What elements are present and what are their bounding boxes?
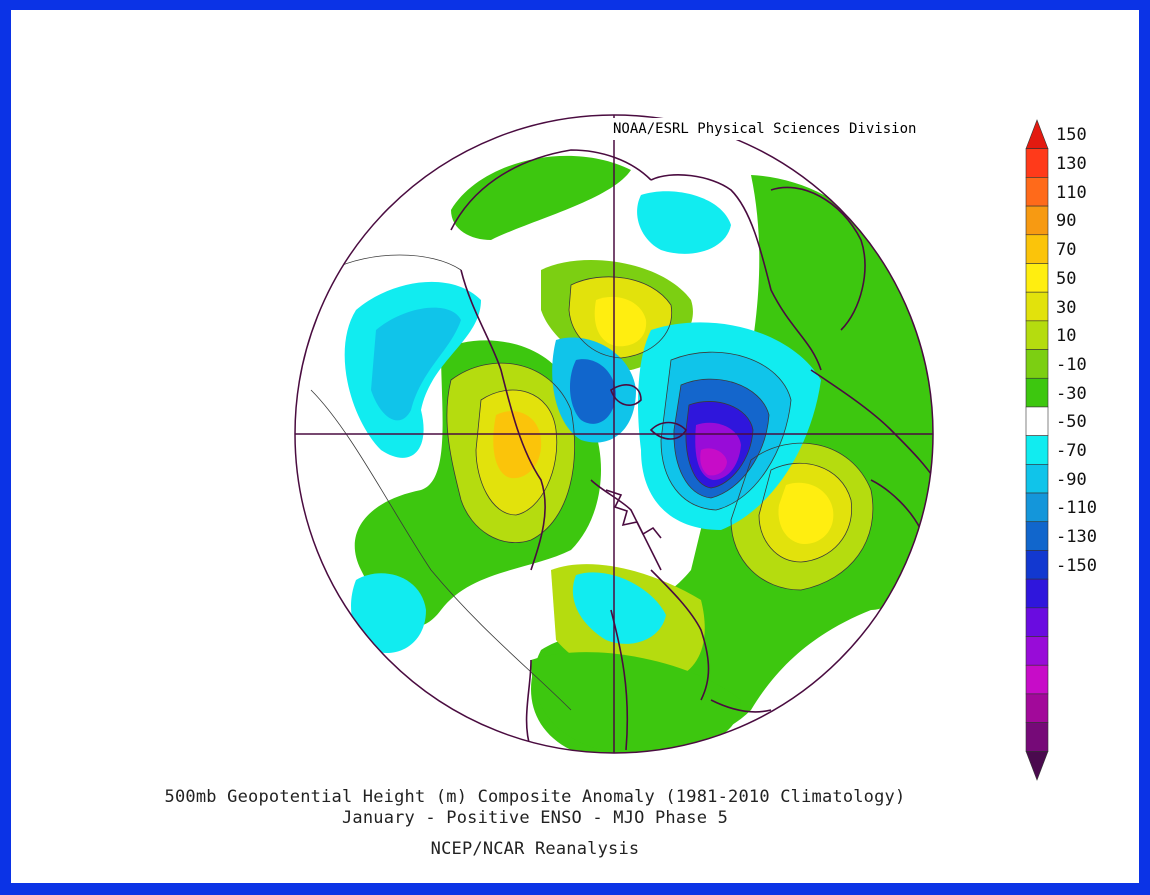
colorbar-tick-label: 90 <box>1056 211 1077 232</box>
anomaly-west-core <box>493 411 542 479</box>
colorbar-tick-label: -70 <box>1056 441 1087 461</box>
colorbar-tick-label: 30 <box>1056 297 1077 318</box>
colorbar-tick-label: -50 <box>1056 412 1087 433</box>
colorbar-segment <box>1025 263 1049 293</box>
colorbar-tick-label: 130 <box>1056 154 1087 175</box>
colorbar-segment <box>1025 291 1049 322</box>
caption-source: NCEP/NCAR Reanalysis <box>430 839 640 859</box>
colorbar <box>1025 119 1049 781</box>
colorbar-segment <box>1025 205 1049 236</box>
colorbar-tick-label: 50 <box>1056 268 1077 289</box>
colorbar-segment <box>1025 492 1049 523</box>
colorbar-tick-label: 110 <box>1056 182 1087 203</box>
colorbar-tick-label: -10 <box>1056 354 1087 375</box>
colorbar-segment <box>1025 664 1049 695</box>
colorbar-segment <box>1025 349 1049 379</box>
colorbar-segment <box>1025 177 1049 207</box>
colorbar-segment <box>1025 377 1049 408</box>
colorbar-tick-label: -130 <box>1056 527 1097 548</box>
credit-label: NOAA/ESRL Physical Sciences Division <box>591 118 937 140</box>
colorbar-segment <box>1025 636 1049 666</box>
negative-southwest <box>351 573 426 654</box>
anomaly-bottom-green <box>531 652 741 753</box>
caption-subtitle: January - Positive ENSO - MJO Phase 5 <box>341 808 729 828</box>
map-disk-outline <box>294 114 934 754</box>
colorbar-tick-label: -90 <box>1056 469 1087 490</box>
polar-map <box>294 114 1049 781</box>
colorbar-segment <box>1025 751 1049 781</box>
figure-frame: NOAA/ESRL Physical Sciences Division 500… <box>11 10 1139 883</box>
negative-main-core <box>700 448 727 476</box>
colorbar-segment <box>1025 406 1049 436</box>
caption-title: 500mb Geopotential Height (m) Composite … <box>164 787 906 807</box>
colorbar-segment <box>1025 550 1049 580</box>
colorbar-segment <box>1025 119 1049 149</box>
green-anomaly-north <box>451 155 631 240</box>
colorbar-tick-label: -30 <box>1056 383 1087 404</box>
colorbar-tick-label: -150 <box>1056 555 1097 576</box>
anomaly-east-core <box>778 482 834 545</box>
colorbar-segment <box>1025 320 1049 350</box>
colorbar-segment <box>1025 693 1049 723</box>
negative-arctic-west-core <box>569 359 616 424</box>
colorbar-segment <box>1025 148 1049 178</box>
colorbar-tick-label: 150 <box>1056 125 1087 146</box>
colorbar-tick-label: -110 <box>1056 498 1097 519</box>
negative-west-pacific-30 <box>371 307 461 421</box>
negative-arctic-north <box>637 191 731 254</box>
colorbar-segment <box>1025 722 1049 752</box>
colorbar-tick-label: 70 <box>1056 240 1077 261</box>
negative-south-pacific <box>572 572 666 644</box>
colorbar-segment <box>1025 435 1049 465</box>
anomaly-north-core <box>594 296 647 347</box>
colorbar-segment <box>1025 234 1049 264</box>
colorbar-tick-label: 10 <box>1056 326 1077 347</box>
colorbar-segment <box>1025 607 1049 637</box>
colorbar-segment <box>1025 578 1049 609</box>
colorbar-segment <box>1025 464 1049 494</box>
colorbar-segment <box>1025 521 1049 551</box>
